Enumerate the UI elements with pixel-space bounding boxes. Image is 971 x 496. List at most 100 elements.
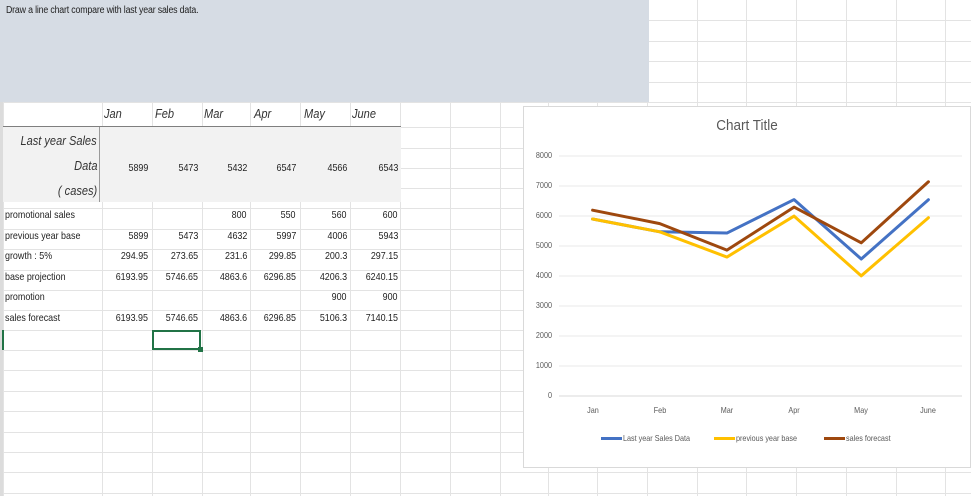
instruction-text: Draw a line chart compare with last year…	[6, 5, 199, 16]
table-cell[interactable]: 6193.95	[100, 308, 148, 328]
y-axis-tick-label: 8000	[535, 150, 552, 160]
table-cell[interactable]: 200.3	[299, 246, 347, 266]
y-axis-tick-label: 1000	[535, 360, 552, 370]
table-cell[interactable]: 6193.95	[100, 267, 148, 287]
row-gridline	[0, 229, 971, 230]
legend-item-last-year-sales[interactable]: Last year Sales Data	[601, 433, 702, 443]
last-year-sales-value[interactable]: 5899	[102, 158, 148, 178]
instruction-textbox[interactable]: Draw a line chart compare with last year…	[0, 0, 649, 102]
row-label[interactable]: growth : 5%	[5, 246, 60, 266]
column-gridline	[102, 0, 103, 496]
row-label[interactable]: previous year base	[5, 226, 94, 246]
table-cell[interactable]	[100, 205, 148, 225]
month-header-feb: Feb	[155, 106, 175, 121]
line-chart[interactable]: Chart Title 8000 7000 6000 5000 4000 3000 2000…	[523, 106, 971, 468]
last-year-sales-value[interactable]: 6543	[352, 158, 398, 178]
column-gridline	[202, 0, 203, 496]
cell-value: 6193.95	[115, 312, 148, 324]
table-cell[interactable]: 4863.6	[199, 308, 247, 328]
legend-item-sales-forecast[interactable]: sales forecast	[824, 433, 898, 443]
cell-value: 600	[383, 209, 398, 221]
table-cell[interactable]: 4206.3	[299, 267, 347, 287]
table-cell[interactable]: 6296.85	[248, 308, 296, 328]
table-cell[interactable]	[248, 287, 296, 307]
row-label[interactable]: promotional sales	[5, 205, 87, 225]
chart-legend[interactable]: Last year Sales Data previous year base …	[524, 433, 970, 447]
column-gridline	[450, 0, 451, 496]
row-label[interactable]: promotion	[5, 287, 52, 307]
table-cell[interactable]: 900	[299, 287, 347, 307]
last-year-sales-value[interactable]: 5473	[152, 158, 198, 178]
cell-value: 4863.6	[219, 312, 247, 324]
last-year-sales-value[interactable]: 6547	[250, 158, 296, 178]
series-line-sales-forecast[interactable]	[591, 180, 930, 252]
row-gridline	[0, 432, 971, 433]
row-header-edge	[0, 0, 3, 496]
last-year-sales-value[interactable]: 5432	[201, 158, 247, 178]
cell-value: 4206.3	[319, 271, 347, 283]
table-cell[interactable]: 5943	[350, 226, 398, 246]
row-label[interactable]: base projection	[5, 267, 76, 287]
table-cell[interactable]	[100, 287, 148, 307]
row-gridline	[0, 330, 971, 331]
table-cell[interactable]: 5473	[150, 226, 198, 246]
table-cell[interactable]: 273.65	[150, 246, 198, 266]
table-cell[interactable]: 560	[299, 205, 347, 225]
table-cell[interactable]: 5106.3	[299, 308, 347, 328]
header-border	[3, 126, 401, 127]
table-cell[interactable]: 4863.6	[199, 267, 247, 287]
row-gridline	[0, 168, 971, 169]
legend-label: Last year Sales Data	[623, 433, 691, 443]
cell-value: 4006	[327, 230, 347, 242]
table-cell[interactable]: 5746.65	[150, 267, 198, 287]
row-label-text: promotional sales	[5, 209, 75, 221]
cell-value: 294.95	[120, 250, 148, 262]
table-cell[interactable]: 5899	[100, 226, 148, 246]
row-label[interactable]: sales forecast	[5, 308, 70, 328]
x-axis-tick-label: May	[854, 405, 869, 415]
x-axis-tick-label: Feb	[653, 405, 666, 415]
y-axis-tick-label: 2000	[535, 330, 552, 340]
table-cell[interactable]: 7140.15	[350, 308, 398, 328]
column-gridline	[152, 0, 153, 496]
row-gridline	[0, 472, 971, 473]
selected-cell-c11[interactable]	[152, 330, 203, 352]
table-cell[interactable]: 299.85	[248, 246, 296, 266]
row-gridline	[0, 391, 971, 392]
x-axis-tick-label: Apr	[788, 405, 800, 415]
legend-item-previous-year-base[interactable]: previous year base	[714, 433, 808, 443]
table-cell[interactable]: 294.95	[100, 246, 148, 266]
cell-value: 5997	[276, 230, 296, 242]
table-cell[interactable]: 297.15	[350, 246, 398, 266]
table-cell[interactable]	[150, 205, 198, 225]
table-cell[interactable]: 231.6	[199, 246, 247, 266]
last-year-sales-value[interactable]: 4566	[301, 158, 347, 178]
column-gridline	[350, 0, 351, 496]
cell-value: 6547	[276, 162, 296, 174]
cell-value: 5473	[178, 162, 198, 174]
table-cell[interactable]: 4632	[199, 226, 247, 246]
table-cell[interactable]: 5746.65	[150, 308, 198, 328]
table-cell[interactable]	[150, 287, 198, 307]
legend-swatch-yellow	[714, 436, 735, 440]
last-year-sales-label-line2: Data	[73, 158, 97, 173]
table-cell[interactable]: 550	[248, 205, 296, 225]
table-cell[interactable]: 900	[350, 287, 398, 307]
table-cell[interactable]: 4006	[299, 226, 347, 246]
table-cell[interactable]: 600	[350, 205, 398, 225]
row-gridline	[0, 188, 971, 189]
cell-value: 297.15	[370, 250, 398, 262]
series-line-previous-year-base[interactable]	[591, 214, 930, 278]
table-cell[interactable]: 800	[199, 205, 247, 225]
table-cell[interactable]: 5997	[248, 226, 296, 246]
cell-value: 6543	[378, 162, 398, 174]
y-axis-tick-label: 0	[547, 390, 552, 400]
table-cell[interactable]: 6240.15	[350, 267, 398, 287]
chart-plot-area[interactable]	[524, 107, 971, 469]
chart-title[interactable]: Chart Title	[716, 117, 778, 134]
table-cell[interactable]	[199, 287, 247, 307]
y-axis-tick-label: 5000	[535, 240, 552, 250]
table-cell[interactable]: 6296.85	[248, 267, 296, 287]
last-year-sales-block	[3, 127, 401, 202]
row-gridline	[0, 452, 971, 453]
